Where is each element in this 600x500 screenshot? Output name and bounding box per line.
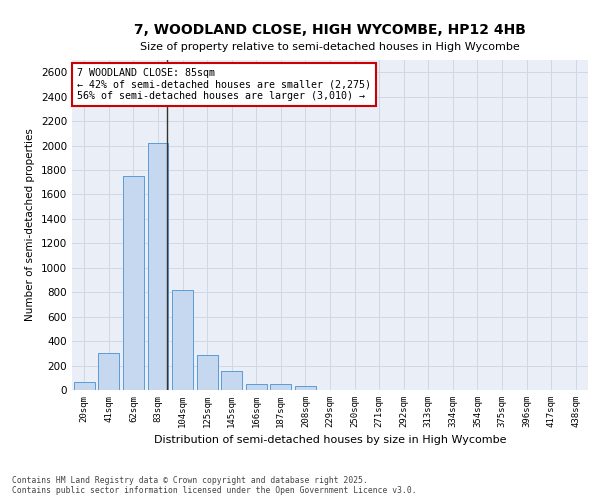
Bar [295,386,316,390]
X-axis label: Distribution of semi-detached houses by size in High Wycombe: Distribution of semi-detached houses by … [154,436,506,446]
Text: Size of property relative to semi-detached houses in High Wycombe: Size of property relative to semi-detach… [140,42,520,52]
Text: 7 WOODLAND CLOSE: 85sqm
← 42% of semi-detached houses are smaller (2,275)
56% of: 7 WOODLAND CLOSE: 85sqm ← 42% of semi-de… [77,68,371,102]
Bar [98,354,119,390]
Text: Contains HM Land Registry data © Crown copyright and database right 2025.
Contai: Contains HM Land Registry data © Crown c… [12,476,416,495]
Bar [221,371,242,390]
Bar [246,384,267,390]
Bar [172,290,193,390]
Bar [123,176,144,390]
Bar [197,354,218,390]
Bar [74,382,95,390]
Bar [271,384,292,390]
Bar [148,143,169,390]
Y-axis label: Number of semi-detached properties: Number of semi-detached properties [25,128,35,322]
Text: 7, WOODLAND CLOSE, HIGH WYCOMBE, HP12 4HB: 7, WOODLAND CLOSE, HIGH WYCOMBE, HP12 4H… [134,22,526,36]
